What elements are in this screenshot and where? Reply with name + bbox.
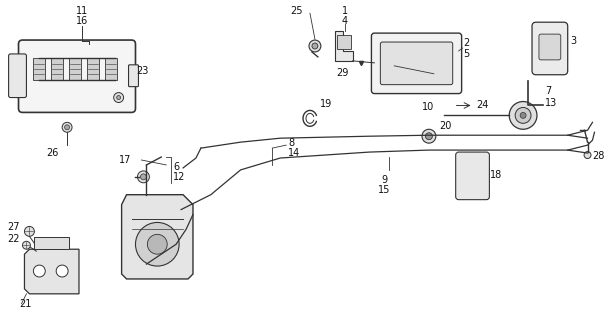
- Circle shape: [312, 43, 318, 49]
- Text: 18: 18: [491, 170, 503, 180]
- Bar: [69, 58, 81, 80]
- Text: 8: 8: [288, 138, 295, 148]
- Circle shape: [141, 174, 147, 180]
- FancyBboxPatch shape: [9, 54, 26, 98]
- Circle shape: [56, 265, 68, 277]
- Text: 24: 24: [477, 100, 489, 110]
- Text: 22: 22: [7, 234, 20, 244]
- Polygon shape: [335, 31, 353, 61]
- Circle shape: [422, 129, 436, 143]
- FancyBboxPatch shape: [18, 40, 136, 112]
- Text: 21: 21: [20, 299, 32, 309]
- FancyBboxPatch shape: [456, 152, 489, 200]
- Text: 23: 23: [136, 66, 149, 76]
- Circle shape: [24, 227, 34, 236]
- Circle shape: [34, 265, 45, 277]
- Circle shape: [309, 40, 321, 52]
- FancyBboxPatch shape: [539, 34, 561, 60]
- Circle shape: [114, 92, 123, 102]
- Text: 17: 17: [119, 155, 131, 165]
- Text: 26: 26: [46, 148, 59, 158]
- Circle shape: [425, 133, 433, 140]
- Text: 14: 14: [288, 148, 301, 158]
- Text: 4: 4: [342, 16, 348, 26]
- Bar: [104, 58, 117, 80]
- FancyBboxPatch shape: [371, 33, 462, 93]
- Text: 15: 15: [378, 185, 390, 195]
- Circle shape: [62, 122, 72, 132]
- Text: 20: 20: [439, 121, 451, 131]
- Text: 3: 3: [571, 36, 577, 46]
- Circle shape: [137, 171, 149, 183]
- Text: 12: 12: [173, 172, 186, 182]
- Text: 28: 28: [593, 151, 605, 161]
- Text: 16: 16: [76, 16, 88, 26]
- Circle shape: [136, 222, 179, 266]
- Bar: [34, 58, 45, 80]
- Circle shape: [23, 241, 31, 249]
- Circle shape: [584, 152, 591, 158]
- Text: 1: 1: [342, 6, 348, 16]
- Text: 6: 6: [173, 162, 179, 172]
- Circle shape: [509, 101, 537, 129]
- Text: 27: 27: [7, 222, 20, 232]
- FancyBboxPatch shape: [128, 65, 139, 87]
- Text: 11: 11: [76, 6, 88, 16]
- Bar: [34, 237, 69, 249]
- FancyBboxPatch shape: [532, 22, 568, 75]
- Circle shape: [520, 112, 526, 118]
- Bar: [51, 58, 63, 80]
- Circle shape: [147, 234, 167, 254]
- Circle shape: [515, 108, 531, 123]
- Text: 2: 2: [464, 38, 470, 48]
- Text: 25: 25: [290, 6, 303, 16]
- Bar: [87, 58, 99, 80]
- Text: 19: 19: [320, 100, 332, 109]
- Circle shape: [117, 96, 120, 100]
- Text: 29: 29: [336, 68, 349, 78]
- Polygon shape: [122, 195, 193, 279]
- Polygon shape: [24, 249, 79, 294]
- FancyBboxPatch shape: [380, 42, 453, 85]
- Text: 7: 7: [545, 86, 551, 96]
- Text: 5: 5: [464, 49, 470, 59]
- Text: 13: 13: [545, 98, 557, 108]
- Text: 10: 10: [422, 102, 434, 112]
- Circle shape: [65, 125, 70, 130]
- Bar: [337, 35, 351, 49]
- Text: 9: 9: [381, 175, 387, 185]
